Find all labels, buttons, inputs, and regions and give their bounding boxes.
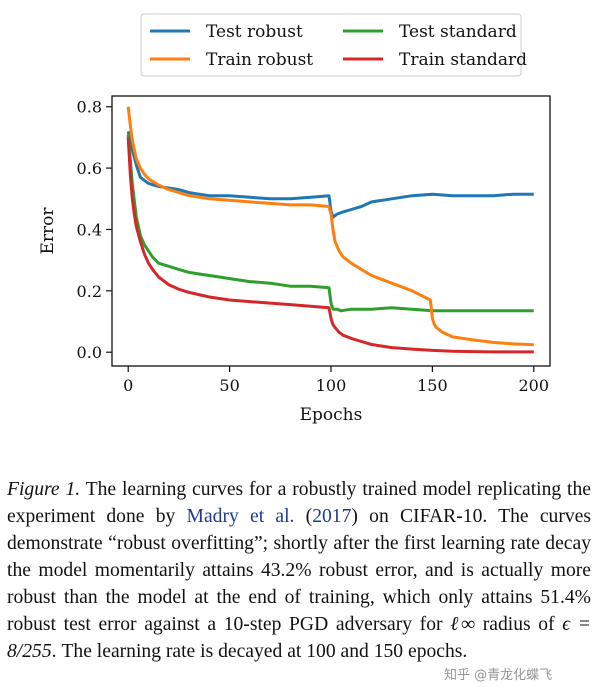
series-line-test-robust [126, 130, 534, 219]
figure-label: Figure 1. [7, 479, 81, 500]
y-tick-label: 0.0 [77, 343, 102, 362]
citation-link-author[interactable]: Madry et al. [186, 506, 295, 527]
learning-curves-chart: Test robust Train robust Test standard T… [38, 13, 551, 425]
y-tick-label: 0.6 [77, 159, 102, 178]
citation-close-paren: ) [351, 506, 358, 527]
legend-label-test-standard: Test standard [399, 22, 517, 42]
caption-text-4: . The learning rate is decayed at 100 an… [51, 641, 468, 662]
y-axis-label: Error [38, 207, 58, 255]
caption-text-2: on CIFAR-10. The curves demonstrate “rob… [7, 506, 591, 635]
chart-legend: Test robust Train robust Test standard T… [140, 13, 527, 77]
series-line-train-standard [126, 137, 534, 354]
watermark: 知乎 @青龙化蝶飞 [444, 668, 553, 683]
figure-caption: Figure 1. The learning curves for a robu… [7, 476, 591, 665]
legend-label-train-standard: Train standard [399, 50, 527, 70]
x-tick-label: 100 [316, 376, 347, 395]
citation-open-paren: ( [294, 506, 313, 527]
caption-text-1: The learning curves for a robustly train… [7, 479, 591, 527]
x-tick-label: 0 [123, 376, 133, 395]
caption-text-3: radius of [475, 614, 563, 635]
x-axis-label: Epochs [300, 405, 363, 425]
math-l-infinity: ℓ∞ [450, 614, 476, 635]
legend-label-train-robust: Train robust [206, 50, 313, 70]
x-tick-label: 150 [417, 376, 448, 395]
plot-lines [126, 106, 534, 354]
y-tick-label: 0.4 [77, 220, 102, 239]
y-tick-label: 0.8 [77, 98, 102, 117]
series-line-train-robust [126, 106, 534, 347]
x-tick-label: 200 [519, 376, 550, 395]
y-tick-label: 0.2 [77, 282, 102, 301]
citation-link-year[interactable]: 2017 [312, 506, 352, 527]
axis-ticks: 0 50 100 150 200 0.0 0.2 0.4 0.6 0.8 [77, 98, 550, 395]
legend-box [140, 13, 522, 77]
plot-frame [111, 95, 551, 367]
legend-label-test-robust: Test robust [206, 22, 303, 42]
x-tick-label: 50 [219, 376, 239, 395]
series-line-test-standard [126, 134, 534, 313]
math-epsilon: ϵ = 8/255 [7, 614, 591, 662]
